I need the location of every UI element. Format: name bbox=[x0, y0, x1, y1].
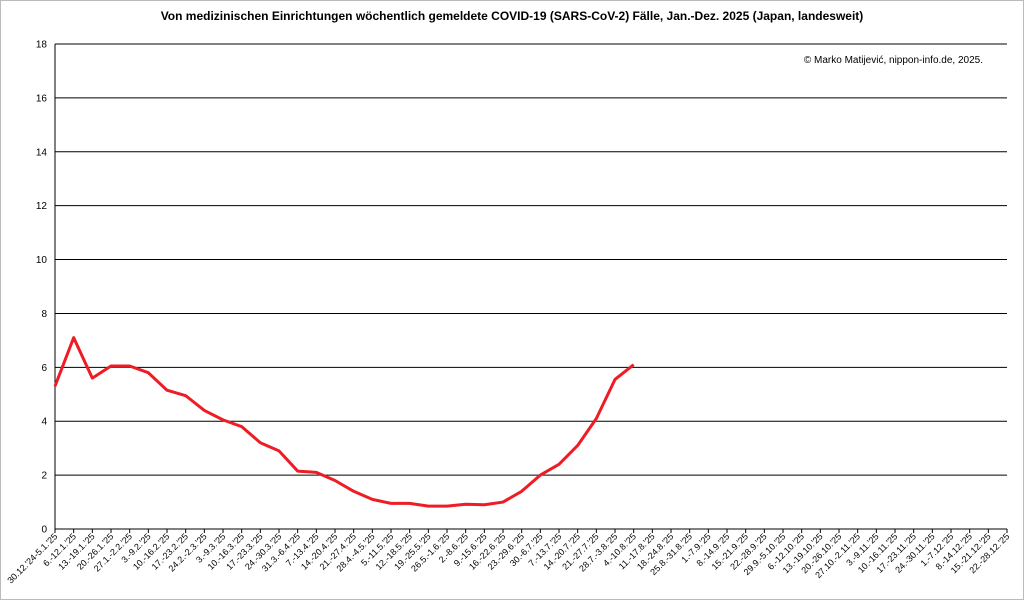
line-series bbox=[53, 336, 635, 508]
y-tick-label: 14 bbox=[36, 147, 48, 158]
y-tick-label: 6 bbox=[41, 363, 47, 374]
chart-title: Von medizinischen Einrichtungen wöchentl… bbox=[161, 9, 864, 23]
y-tick-label: 0 bbox=[41, 525, 47, 536]
annotation: © Marko Matijević, nippon-info.de, 2025. bbox=[804, 55, 983, 66]
y-tick-label: 12 bbox=[36, 201, 48, 212]
y-tick-label: 8 bbox=[41, 309, 47, 320]
y-tick-label: 10 bbox=[36, 255, 48, 266]
y-tick-label: 16 bbox=[36, 93, 48, 104]
y-tick-label: 18 bbox=[36, 40, 48, 51]
y-tick-label: 2 bbox=[41, 471, 47, 482]
y-tick-label: 4 bbox=[41, 417, 47, 428]
